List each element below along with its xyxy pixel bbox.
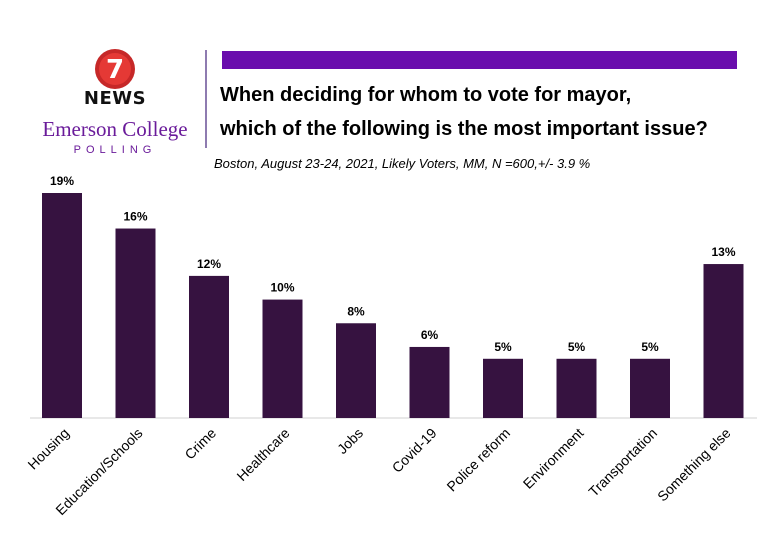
bar-6 bbox=[483, 358, 523, 418]
college-name: Emerson College bbox=[42, 117, 188, 141]
data-label-2: 12% bbox=[197, 257, 221, 271]
data-label-8: 5% bbox=[641, 340, 659, 354]
channel-7-logo-icon: 7 bbox=[94, 48, 136, 90]
chart-title-line-1: When deciding for whom to vote for mayor… bbox=[220, 84, 632, 106]
category-label-4: Jobs bbox=[334, 425, 366, 457]
polling-label: POLLING bbox=[73, 144, 157, 156]
bar-7 bbox=[556, 358, 597, 418]
chart-title: When deciding for whom to vote for mayor… bbox=[220, 78, 760, 146]
category-label-6: Police reform bbox=[443, 425, 513, 495]
bar-0 bbox=[42, 193, 82, 418]
category-label-0: Housing bbox=[24, 425, 72, 473]
data-label-9: 13% bbox=[711, 245, 735, 259]
data-label-4: 8% bbox=[347, 304, 365, 318]
data-label-0: 19% bbox=[50, 174, 74, 188]
category-label-7: Environment bbox=[520, 425, 587, 492]
chart-subtitle: Boston, August 23-24, 2021, Likely Voter… bbox=[214, 156, 591, 171]
category-label-9: Something else bbox=[654, 425, 734, 505]
news-label: NEWS bbox=[83, 88, 147, 109]
logo-block: 7 NEWS Emerson College POLLING bbox=[30, 48, 200, 156]
header-divider bbox=[205, 50, 207, 148]
data-label-1: 16% bbox=[123, 210, 147, 224]
data-label-6: 5% bbox=[494, 340, 512, 354]
chart-title-line-2: which of the following is the most impor… bbox=[220, 118, 708, 140]
category-label-3: Healthcare bbox=[233, 425, 292, 484]
category-label-8: Transportation bbox=[585, 425, 660, 500]
bar-1 bbox=[115, 228, 156, 418]
data-label-5: 6% bbox=[421, 328, 439, 342]
category-label-5: Covid-19 bbox=[389, 425, 440, 476]
category-label-2: Crime bbox=[181, 425, 219, 463]
bar-9 bbox=[703, 264, 744, 418]
data-label-7: 5% bbox=[568, 340, 586, 354]
bar-3 bbox=[262, 299, 303, 418]
header-accent-bar bbox=[222, 51, 737, 69]
bar-4 bbox=[336, 323, 376, 418]
data-label-3: 10% bbox=[270, 281, 294, 295]
bar-2 bbox=[189, 275, 229, 418]
bar-8 bbox=[630, 358, 670, 418]
bar-5 bbox=[409, 346, 450, 418]
news-number: 7 bbox=[106, 55, 124, 85]
